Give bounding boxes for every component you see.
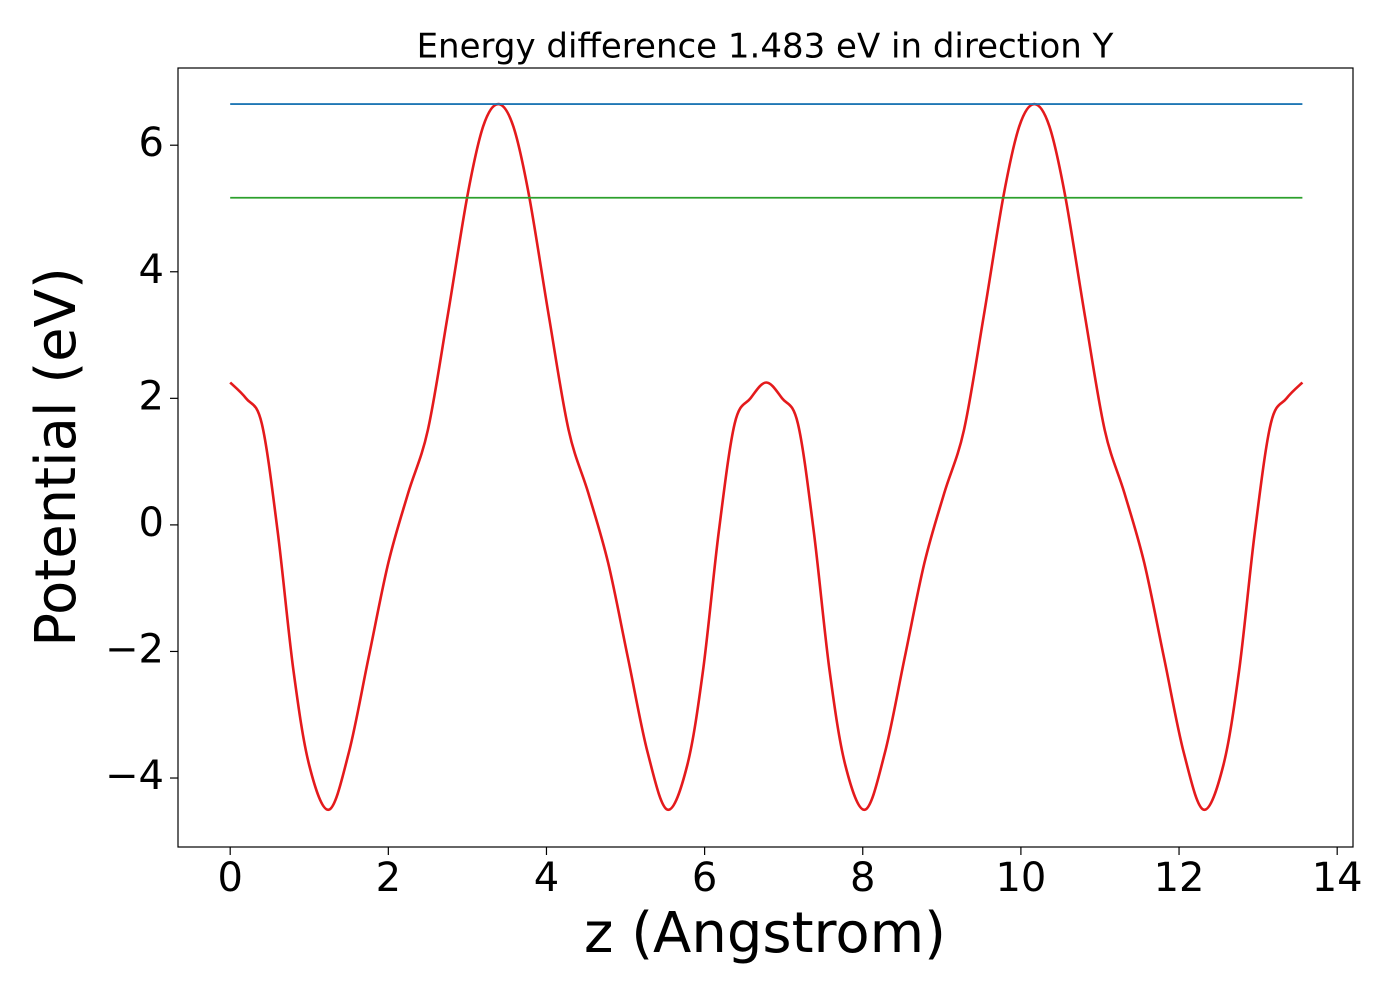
x-axis-label: z (Angstrom) <box>584 901 946 966</box>
x-tick-label: 6 <box>692 855 717 901</box>
y-tick-label: 4 <box>139 247 164 293</box>
x-tick-label: 0 <box>217 855 242 901</box>
y-tick-label: −4 <box>105 753 164 799</box>
chart-title: Energy difference 1.483 eV in direction … <box>417 27 1114 67</box>
series-line <box>229 102 1304 811</box>
x-tick-label: 14 <box>1312 855 1363 901</box>
x-tick-label: 12 <box>1154 855 1205 901</box>
y-tick-label: 6 <box>139 120 164 166</box>
y-axis-label: Potential (eV) <box>24 267 89 647</box>
x-tick-label: 8 <box>850 855 875 901</box>
y-tick-label: 0 <box>139 500 164 546</box>
x-tick-label: 10 <box>995 855 1046 901</box>
y-tick-label: 2 <box>139 373 164 419</box>
x-tick-label: 2 <box>376 855 401 901</box>
plot-frame <box>177 67 1354 848</box>
x-tick-label: 4 <box>534 855 559 901</box>
y-tick-label: −2 <box>105 626 164 672</box>
